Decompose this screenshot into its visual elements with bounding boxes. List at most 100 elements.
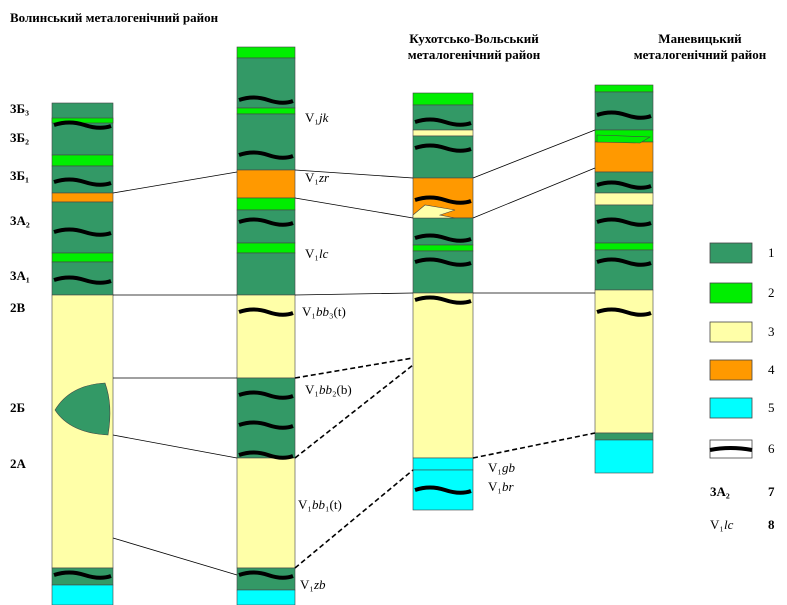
legend-swatch — [709, 282, 753, 304]
lens — [596, 134, 652, 144]
correlation-line — [294, 364, 414, 459]
ore-band — [53, 570, 112, 580]
layer — [412, 135, 474, 179]
ore-band — [414, 143, 472, 153]
formation-label: V₁lc — [305, 246, 329, 261]
layer — [412, 457, 474, 471]
legend-number: 5 — [768, 400, 775, 415]
formation-label: V₁zb — [300, 577, 326, 592]
ore-band — [53, 120, 112, 130]
ore-band — [596, 307, 652, 317]
stratum-label: 3А₂ — [10, 213, 30, 228]
layer — [412, 292, 474, 459]
stratum-label: 3Б₃ — [10, 101, 29, 116]
ore-band — [414, 233, 472, 243]
correlation-line — [472, 129, 596, 179]
layer — [236, 169, 296, 199]
ore-band — [238, 450, 294, 460]
ore-band — [414, 485, 472, 495]
legend-swatch — [709, 242, 753, 264]
layer — [236, 252, 296, 296]
stratum-label: 3Б₂ — [10, 130, 29, 145]
legend-number: 3 — [768, 324, 775, 339]
ore-band — [238, 420, 294, 430]
layer — [236, 589, 296, 605]
layer — [594, 432, 654, 441]
ore-band — [414, 295, 472, 305]
legend-number: 2 — [768, 285, 775, 300]
column-title: Кухотсько-Вольський — [409, 31, 539, 46]
correlation-line — [472, 432, 596, 459]
legend-band — [709, 446, 753, 452]
ore-band — [53, 227, 112, 237]
correlation-line — [294, 357, 414, 379]
correlation-line — [472, 167, 596, 219]
correlation-line — [112, 537, 238, 576]
ore-band — [238, 390, 294, 400]
layer — [412, 250, 474, 294]
layer — [412, 92, 474, 106]
correlation-line — [112, 434, 238, 459]
layer — [412, 244, 474, 252]
layer — [236, 294, 296, 379]
ore-band — [596, 257, 652, 267]
correlation-line — [294, 169, 414, 179]
layer — [594, 141, 654, 173]
formation-label: V₁jk — [305, 110, 329, 125]
layer — [594, 249, 654, 291]
layer — [594, 91, 654, 131]
layer — [594, 242, 654, 251]
formation-label: V₁bb₁(t) — [298, 497, 342, 512]
column-title: Маневицький — [658, 31, 742, 46]
ore-band — [53, 177, 112, 187]
ore-band — [596, 110, 652, 120]
ore-band — [596, 217, 652, 227]
layer — [51, 252, 114, 263]
ore-band — [238, 307, 294, 317]
layer — [51, 154, 114, 167]
layer — [236, 197, 296, 211]
column-title: Волинський металогенічний район — [10, 10, 219, 25]
formation-label: V₁bb₃(t) — [302, 304, 346, 319]
formation-label: V₁br — [488, 479, 514, 494]
layer — [594, 192, 654, 206]
stratum-label: 2Б — [10, 400, 25, 415]
stratum-label: 2В — [10, 300, 26, 315]
correlation-lines — [112, 129, 596, 576]
ore-band — [238, 217, 294, 227]
legend-swatch — [709, 397, 753, 419]
legend-sample: V₁lc — [710, 517, 734, 532]
layer — [236, 242, 296, 254]
legend-number: 1 — [768, 245, 775, 260]
correlation-line — [294, 197, 414, 219]
correlation-line — [294, 292, 414, 296]
stratum-label: 3Б₁ — [10, 168, 29, 183]
layer — [236, 46, 296, 59]
formation-label: V₁zr — [305, 170, 330, 185]
layer — [51, 584, 114, 605]
legend-number: 8 — [768, 517, 775, 532]
stratum-label: 3А₁ — [10, 268, 30, 283]
stratum-label: 2А — [10, 456, 27, 471]
column-title: металогенічний район — [634, 47, 767, 62]
legend-number: 7 — [768, 484, 775, 499]
ore-band — [238, 95, 294, 105]
column-title: металогенічний район — [408, 47, 541, 62]
layer — [412, 129, 474, 137]
layer — [236, 377, 296, 459]
lens — [54, 382, 111, 436]
legend-number: 4 — [768, 362, 775, 377]
ore-band — [596, 180, 652, 190]
layer — [236, 107, 296, 115]
layer — [236, 113, 296, 171]
ore-band — [414, 117, 472, 127]
formation-label: V₁gb — [488, 460, 515, 475]
legend-swatch — [709, 321, 753, 343]
layer — [236, 457, 296, 569]
correlation-line — [294, 469, 414, 569]
ore-band — [53, 275, 112, 285]
legend-number: 6 — [768, 441, 775, 456]
columns — [51, 46, 654, 605]
layer — [51, 201, 114, 254]
